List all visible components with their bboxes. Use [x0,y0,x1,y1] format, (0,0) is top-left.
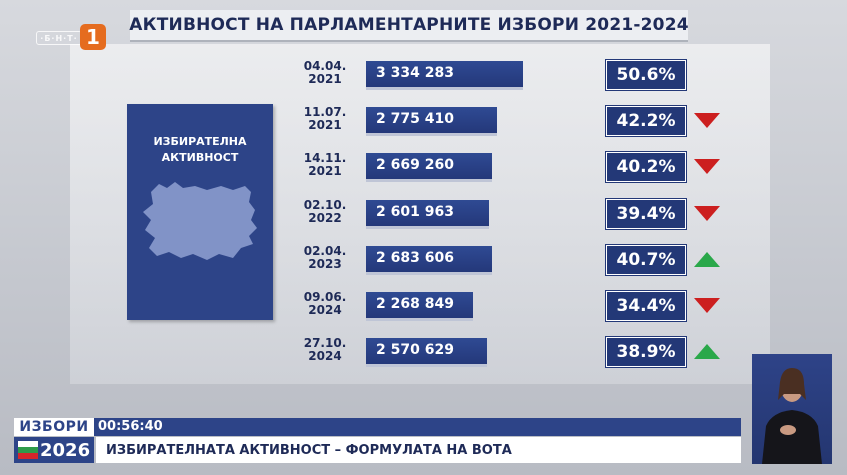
trend-up-icon [694,344,720,360]
date-label: 09.06. 2024 [303,290,347,317]
turnout-bar: 2 683 606 [366,245,492,272]
turnout-percent-label: 34.4% [616,296,676,316]
bulgaria-map-icon [143,182,257,260]
turnout-percent-box: 42.2% [606,106,686,137]
turnout-percent-label: 50.6% [616,65,676,85]
trend-down-icon [694,205,720,221]
turnout-bar: 2 570 629 [366,338,487,365]
time-bar [14,418,741,436]
turnout-bar: 3 334 283 [366,61,523,87]
date-label: 11.07. 2021 [303,105,347,133]
voter-count-label: 2 570 629 [376,342,454,359]
voter-count-label: 2 601 963 [376,203,454,220]
channel-number: 1 [86,25,100,49]
year-text: 2026 [40,440,91,461]
trend-down-icon [694,113,720,129]
turnout-bar: 2 601 963 [366,199,489,226]
year-box: 2026 [14,437,94,463]
chart-title: АКТИВНОСТ НА ПАРЛАМЕНТАРНИТЕ ИЗБОРИ 2021… [129,15,689,35]
date-label: 02.04. 2023 [303,243,347,271]
clock-time: 00:56:40 [98,419,163,434]
turnout-percent-box: 38.9% [606,337,686,368]
turnout-bar: 2 775 410 [366,107,497,134]
card-title: ИЗБИРАТЕЛНА АКТИВНОСТ [153,135,247,164]
turnout-bar: 2 669 260 [366,153,492,180]
turnout-percent-box: 50.6% [606,60,686,90]
voter-count-label: 3 334 283 [376,65,454,81]
trend-down-icon [694,298,720,313]
sign-language-interpreter [752,354,832,464]
date-label: 27.10. 2024 [303,336,347,364]
bnt-logo-text: ·Б·Н·Т· [40,33,78,43]
turnout-percent-label: 39.4% [616,203,676,224]
turnout-percent-box: 34.4% [606,291,686,321]
voter-count-label: 2 669 260 [376,157,454,174]
trend-down-icon [694,159,720,175]
turnout-bar: 2 268 849 [366,292,473,318]
turnout-percent-box: 40.2% [606,152,686,183]
turnout-percent-box: 40.7% [606,244,686,275]
trend-up-icon [694,251,720,267]
brand-box: ИЗБОРИ [14,418,94,436]
date-label: 04.04. 2021 [303,59,347,86]
headline-text: ИЗБИРАТЕЛНАТА АКТИВНОСТ – ФОРМУЛАТА НА В… [106,442,512,458]
date-label: 02.10. 2022 [303,197,347,225]
flag-icon [18,441,38,459]
date-label: 14.11. 2021 [303,151,347,179]
turnout-percent-box: 39.4% [606,198,686,229]
brand-text: ИЗБОРИ [19,419,89,435]
headline-bar: ИЗБИРАТЕЛНАТА АКТИВНОСТ – ФОРМУЛАТА НА В… [96,437,741,463]
turnout-percent-label: 40.2% [616,157,676,178]
title-box: АКТИВНОСТ НА ПАРЛАМЕНТАРНИТЕ ИЗБОРИ 2021… [129,10,689,42]
voter-count-label: 2 268 849 [376,296,454,312]
channel-one-logo: 1 [80,24,106,50]
turnout-card: ИЗБИРАТЕЛНА АКТИВНОСТ [127,104,273,320]
interpreter-figure-icon [762,368,822,464]
turnout-percent-label: 40.7% [616,249,676,270]
turnout-percent-label: 38.9% [616,342,676,363]
voter-count-label: 2 683 606 [376,249,454,266]
voter-count-label: 2 775 410 [376,111,454,128]
turnout-percent-label: 42.2% [616,111,676,132]
